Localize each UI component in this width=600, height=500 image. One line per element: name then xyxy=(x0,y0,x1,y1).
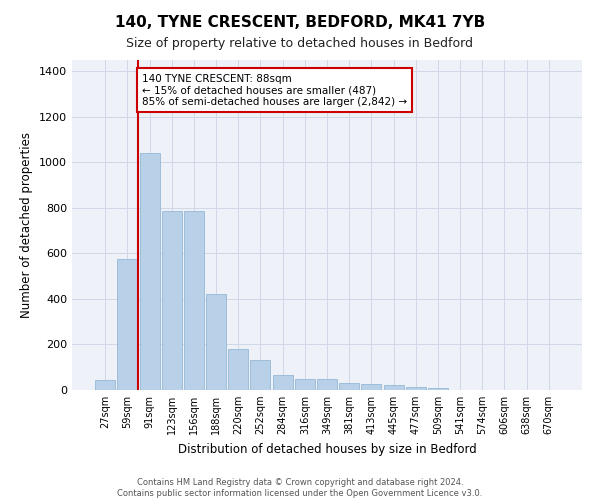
Bar xyxy=(361,384,382,390)
Text: Size of property relative to detached houses in Bedford: Size of property relative to detached ho… xyxy=(127,38,473,51)
X-axis label: Distribution of detached houses by size in Bedford: Distribution of detached houses by size … xyxy=(178,442,476,456)
Text: Contains HM Land Registry data © Crown copyright and database right 2024.
Contai: Contains HM Land Registry data © Crown c… xyxy=(118,478,482,498)
Bar xyxy=(428,388,448,390)
Bar xyxy=(295,378,315,390)
Bar xyxy=(184,212,204,390)
Y-axis label: Number of detached properties: Number of detached properties xyxy=(20,132,34,318)
Bar xyxy=(317,380,337,390)
Text: 140 TYNE CRESCENT: 88sqm
← 15% of detached houses are smaller (487)
85% of semi-: 140 TYNE CRESCENT: 88sqm ← 15% of detach… xyxy=(142,74,407,107)
Bar xyxy=(140,154,160,390)
Bar xyxy=(162,212,182,390)
Bar xyxy=(118,259,137,390)
Bar xyxy=(250,360,271,390)
Bar xyxy=(383,386,404,390)
Bar xyxy=(339,383,359,390)
Bar xyxy=(272,375,293,390)
Bar xyxy=(228,349,248,390)
Bar xyxy=(95,380,115,390)
Text: 140, TYNE CRESCENT, BEDFORD, MK41 7YB: 140, TYNE CRESCENT, BEDFORD, MK41 7YB xyxy=(115,15,485,30)
Bar xyxy=(406,387,426,390)
Bar xyxy=(206,294,226,390)
